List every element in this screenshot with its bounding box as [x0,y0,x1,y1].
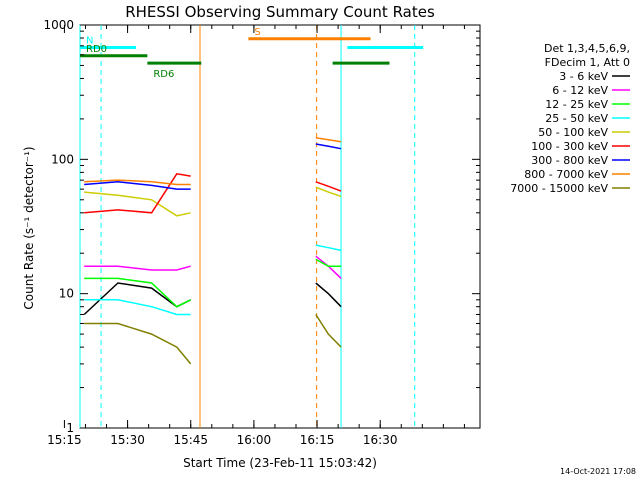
series-5-line-1 [84,191,191,217]
series-7-line-1 [84,181,191,190]
y-tick-label-4: 1000 [43,18,74,32]
series-6-line-2 [315,181,342,192]
vertical-marker-lines [79,25,416,428]
plot-frame [79,24,481,429]
series-1-line-2 [315,282,342,308]
series-7-line-2 [315,143,342,150]
series-3-line-2 [315,258,342,267]
legend: Det 1,3,4,5,6,9, FDecim 1, Att 0 3 - 6 k… [510,42,630,195]
series-4-line-2 [315,244,342,252]
footer-timestamp: 14-Oct-2021 17:08 [560,467,636,476]
x-tick-label-1: 15:15 [47,433,82,447]
chart-title: RHESSI Observing Summary Count Rates [125,3,435,21]
flag-s-label: S [254,27,260,38]
y-axis: 1 10 100 1000 [43,18,480,435]
series-9-line-2 [315,314,342,348]
x-tick-label-6: 16:30 [363,433,398,447]
x-tick-label-5: 16:15 [300,433,335,447]
series-5-line-2 [315,186,342,198]
x-axis: 15:15 15:30 15:45 16:00 16:15 16:30 [47,25,465,447]
y-axis-label: Count Rate (s⁻¹ detector⁻¹) [22,146,36,309]
x-tick-label-4: 16:00 [237,433,272,447]
legend-entry-4-label: 25 - 50 keV [545,112,608,125]
y-tick-label-1: 1 [66,421,74,435]
series-4-line-1 [84,299,191,316]
flag-rd0-label: RD0 [86,44,107,55]
series-9-line-1 [84,322,192,365]
legend-entry-6-label: 100 - 300 keV [531,140,608,153]
x-tick-label-3: 15:45 [173,433,208,447]
y-tick-label-3: 100 [51,152,74,166]
series-8-line-2 [315,136,342,143]
legend-entry-5-label: 50 - 100 keV [538,126,608,139]
legend-header-line-2: FDecim 1, Att 0 [545,56,630,69]
x-axis-label: Start Time (23-Feb-11 15:03:42) [183,456,377,470]
legend-header-line-1: Det 1,3,4,5,6,9, [544,42,630,55]
series-2-line-2 [315,255,342,279]
x-tick-label-2: 15:30 [110,433,145,447]
series-2-line-1 [84,265,191,271]
flag-rd6-label: RD6 [153,69,174,80]
series-8-line-1 [84,179,191,186]
legend-entry-2-label: 6 - 12 keV [552,84,608,97]
series-1-line-1 [83,282,192,316]
series-lines [83,136,342,365]
series-6-line-1 [84,172,191,214]
legend-entry-1-label: 3 - 6 keV [559,70,608,83]
legend-entry-3-label: 12 - 25 keV [545,98,608,111]
y-tick-label-2: 10 [59,287,74,301]
series-3-line-1 [84,277,192,308]
legend-entry-7-label: 300 - 800 keV [531,154,608,167]
legend-entry-8-label: 800 - 7000 keV [524,168,608,181]
legend-entry-9-label: 7000 - 15000 keV [510,182,608,195]
flag-n-label: N [86,35,93,46]
